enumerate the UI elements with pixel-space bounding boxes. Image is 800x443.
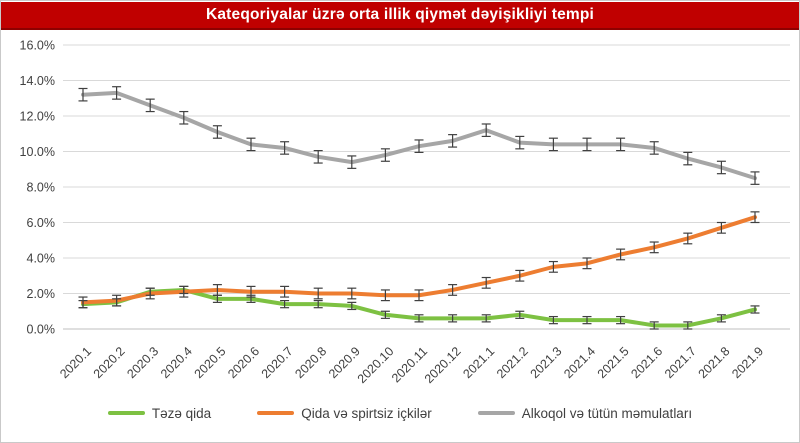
y-tick-label: 16.0% — [20, 39, 55, 53]
x-tick-label: 2020.4 — [158, 344, 195, 381]
legend-line-swatch — [257, 410, 295, 416]
x-tick-label: 2020.5 — [192, 344, 229, 381]
x-tick-label: 2021.5 — [595, 344, 632, 381]
x-tick-label: 2021.7 — [662, 344, 699, 381]
price-change-line-chart: 0.0% 2.0% 4.0% 6.0% 8.0% 10.0% 12.0% 14.0% 16.0%… — [20, 39, 790, 386]
legend-item: Təzə qida — [107, 405, 212, 421]
x-tick-label: 2020.3 — [124, 344, 161, 381]
y-tick-label: 10.0% — [20, 145, 55, 159]
x-tick-label: 2020.10 — [355, 344, 397, 386]
y-tick-label: 6.0% — [27, 216, 56, 230]
series-line — [81, 90, 757, 181]
x-tick-label: 2020.12 — [422, 344, 464, 386]
chart-title: Kateqoriyalar üzrə orta illik qiymət dəy… — [1, 2, 799, 30]
y-tick-label: 14.0% — [20, 74, 55, 88]
y-tick-label: 0.0% — [27, 323, 56, 337]
x-tick-label: 2020.7 — [259, 344, 296, 381]
legend-item: Qida və spirtsiz içkilər — [257, 406, 432, 421]
x-tick-label: 2020.8 — [292, 344, 329, 381]
legend-label: Alkoqol və tütün məmulatları — [521, 405, 693, 421]
x-tick-label: 2021.8 — [696, 344, 733, 381]
y-tick-label: 12.0% — [20, 110, 55, 124]
x-tick-label: 2021.1 — [460, 344, 497, 381]
x-tick-label: 2021.9 — [729, 344, 766, 381]
x-tick-label: 2021.3 — [528, 344, 565, 381]
x-tick-label: 2020.2 — [91, 344, 128, 381]
x-tick-label: 2021.2 — [494, 344, 531, 381]
legend-line-swatch — [107, 410, 145, 416]
x-tick-label: 2021.4 — [561, 344, 598, 381]
y-tick-label: 2.0% — [27, 287, 56, 301]
legend-label: Qida və spirtsiz içkilər — [301, 405, 432, 421]
legend-label: Təzə qida — [151, 405, 212, 421]
x-tick-label: 2020.1 — [57, 344, 94, 381]
x-tick-label: 2021.6 — [628, 344, 665, 381]
legend-line-swatch — [477, 410, 515, 416]
y-tick-label: 4.0% — [27, 252, 56, 266]
y-tick-label: 8.0% — [27, 181, 56, 195]
x-tick-label: 2020.6 — [225, 344, 262, 381]
chart-legend: Təzə qida Qida və spirtsiz içkilər Alkoqol… — [1, 397, 799, 429]
legend-item: Alkoqol və tütün məmulatları — [477, 405, 693, 421]
